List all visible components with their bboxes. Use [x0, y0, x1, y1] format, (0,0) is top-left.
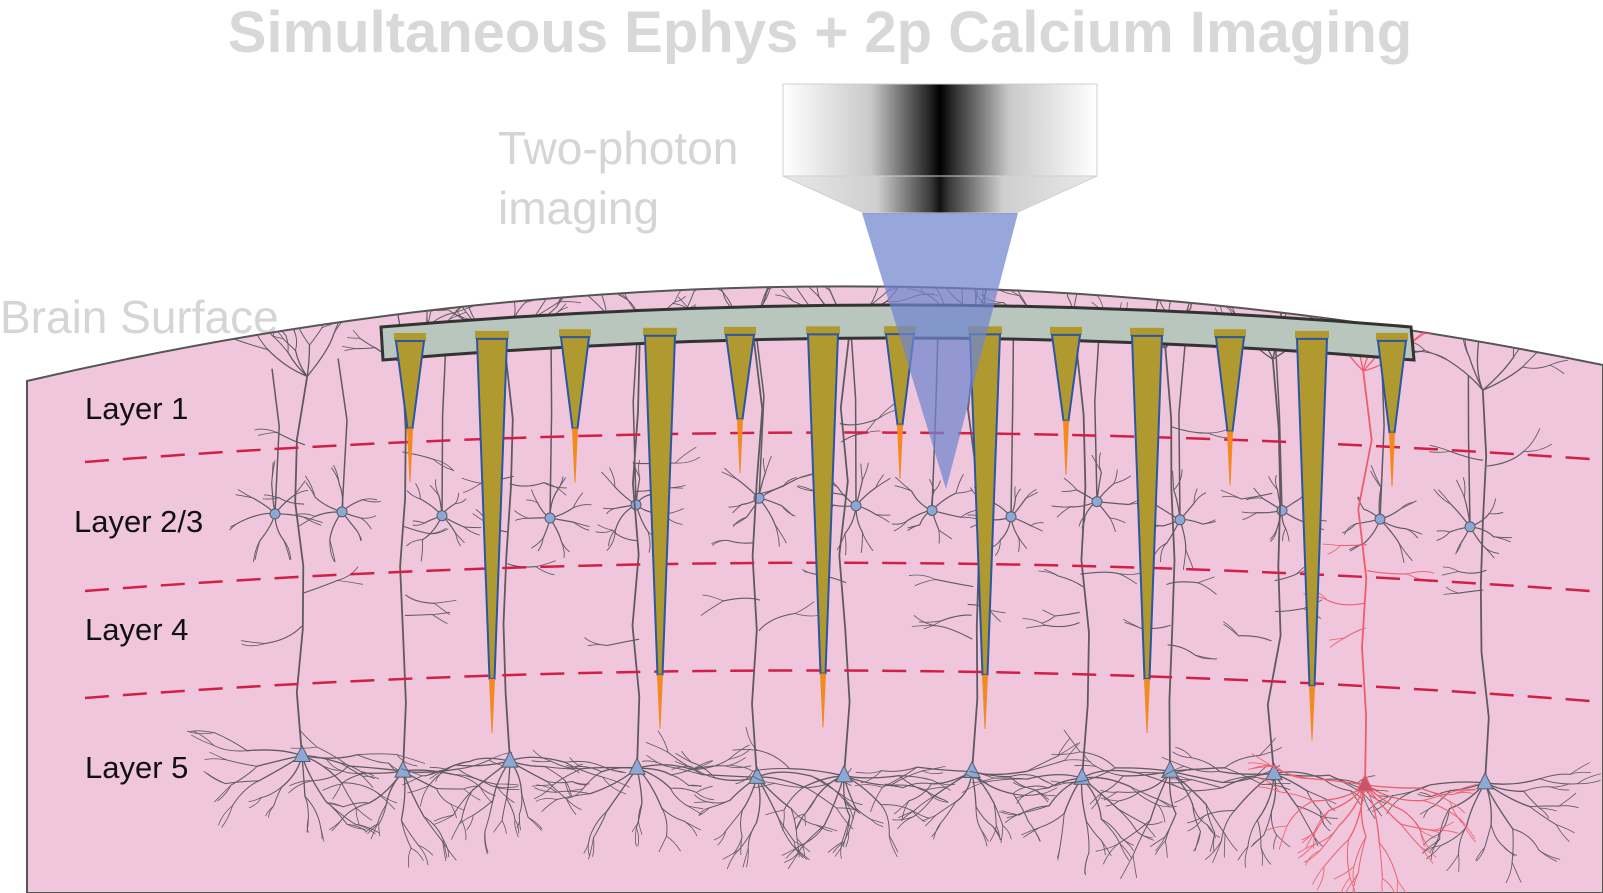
layer23-neuron — [295, 358, 381, 563]
probe-cap — [1376, 332, 1408, 341]
neuron-soma — [1174, 514, 1186, 526]
neuron-soma — [436, 510, 448, 522]
probe-10 — [1130, 327, 1164, 733]
imaging-label: imaging — [498, 182, 659, 234]
objective-lens — [782, 83, 1098, 214]
probe-cap — [475, 330, 509, 339]
probe-11 — [1214, 329, 1246, 486]
probe-shank — [724, 333, 756, 421]
neuron-soma — [850, 500, 862, 512]
probe-tip — [897, 424, 903, 479]
probe-tip — [820, 673, 826, 728]
probe-cap — [1050, 326, 1082, 335]
probe-tip — [1389, 432, 1395, 487]
probe-shank — [806, 333, 840, 675]
probe-tip — [1227, 431, 1233, 486]
layer23-neuron — [514, 334, 592, 558]
probe-tip — [1063, 420, 1069, 475]
probe-tip — [572, 428, 578, 483]
neuron-soma — [1276, 504, 1288, 516]
layer23-neuron — [406, 345, 482, 562]
neuron-soma — [269, 508, 281, 520]
neuron-soma — [501, 749, 519, 768]
pyramidal-neuron — [186, 288, 426, 842]
layer-4-label: Layer 4 — [85, 612, 188, 647]
probe-tip — [1144, 678, 1150, 733]
neuron-soma — [336, 506, 348, 518]
layer-2-3-label: Layer 2/3 — [74, 504, 203, 539]
neuron-soma — [1356, 773, 1374, 792]
probe-cap — [643, 327, 677, 336]
probe-3 — [559, 329, 591, 483]
neuron-soma — [1265, 762, 1283, 781]
probe-cap — [1295, 330, 1329, 339]
neuron-soma — [926, 504, 938, 516]
probe-array — [394, 326, 1408, 740]
probe-cap — [724, 326, 756, 335]
diagram-title: Simultaneous Ephys + 2p Calcium Imaging — [228, 0, 1412, 65]
brain-surface-label: Brain Surface — [0, 291, 279, 343]
pyramidal-neuron — [1367, 291, 1601, 884]
probe-tip — [657, 674, 663, 729]
neuron-soma — [544, 512, 556, 524]
probe-9 — [1050, 326, 1082, 475]
probe-shank — [475, 337, 509, 680]
neuron-soma — [1005, 511, 1017, 523]
probe-tip — [407, 428, 413, 483]
probe-1 — [394, 332, 426, 483]
neuron-soma — [1476, 771, 1494, 790]
probe-4 — [643, 327, 677, 729]
probe-2 — [475, 330, 509, 733]
probe-12 — [1295, 330, 1329, 740]
probe-tip — [489, 678, 495, 733]
layer23-neuron — [1136, 337, 1216, 571]
neuron-soma — [835, 764, 853, 783]
objective-cone — [782, 175, 1098, 214]
neuron-soma — [963, 760, 981, 779]
neuron-soma — [1374, 513, 1386, 525]
probe-cap — [1214, 329, 1246, 338]
probe-shank — [394, 339, 426, 430]
probe-tip — [1309, 685, 1315, 740]
neuron-soma — [1091, 496, 1103, 508]
layer23-neuron — [818, 322, 891, 556]
probe-13 — [1376, 332, 1408, 487]
neuron-soma — [1161, 760, 1179, 778]
objective-barrel — [782, 83, 1098, 177]
layer-1-label: Layer 1 — [85, 391, 188, 426]
probe-6 — [806, 326, 840, 728]
neuron-soma — [293, 744, 311, 763]
probe-tip — [982, 674, 988, 729]
layer-5-label: Layer 5 — [85, 750, 188, 785]
probe-shank — [559, 336, 591, 430]
probe-cap — [394, 332, 426, 341]
probe-cap — [1130, 327, 1164, 336]
probe-cap — [559, 329, 591, 338]
probe-cap — [806, 326, 840, 335]
two-photon-label: Two-photon — [498, 122, 738, 174]
neuron-soma — [1464, 521, 1476, 533]
laser-beam — [862, 213, 1018, 489]
probe-tip — [737, 419, 743, 474]
neuron-soma — [628, 757, 646, 775]
neuron-soma — [630, 499, 642, 511]
layer23-neuron — [1433, 375, 1513, 559]
neuron-soma — [748, 766, 766, 784]
layer23-neuron — [1051, 330, 1149, 533]
probe-5 — [724, 326, 756, 474]
